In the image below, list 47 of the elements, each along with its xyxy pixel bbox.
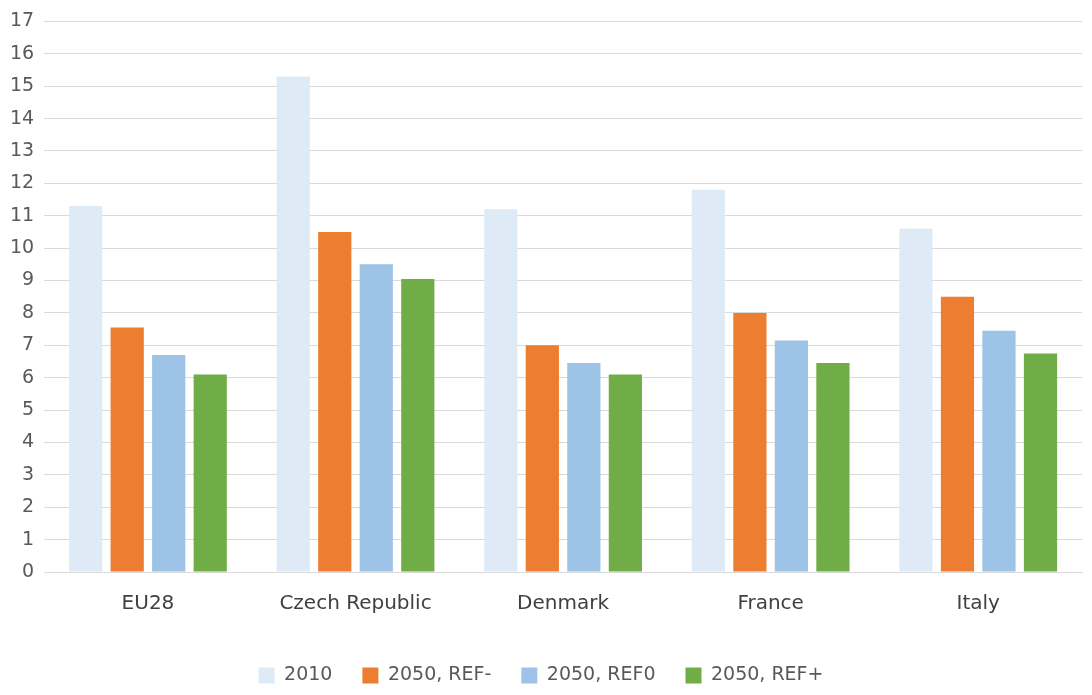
y-tick-label: 2 [22, 494, 35, 517]
bar [110, 327, 144, 572]
y-tick-label: 13 [9, 137, 35, 160]
bar [733, 312, 767, 572]
bar [318, 231, 352, 572]
bar [774, 340, 809, 572]
bar [982, 330, 1016, 572]
bar [1023, 353, 1058, 572]
bar [401, 278, 435, 572]
legend-label: 2050, REF+ [710, 662, 824, 685]
y-tick-label: 0 [22, 558, 35, 581]
y-tick-label: 6 [22, 364, 35, 387]
y-tick-label: 15 [9, 73, 35, 96]
bar [608, 374, 642, 572]
legend-label: 2050, REF0 [546, 662, 656, 685]
bar [276, 76, 310, 572]
y-tick-label: 4 [22, 429, 35, 452]
y-tick-label: 17 [9, 8, 35, 31]
bar [525, 345, 559, 572]
y-tick-label: 11 [9, 202, 35, 225]
x-tick-label: Italy [956, 590, 1001, 615]
bar [816, 363, 850, 572]
bar [567, 363, 601, 572]
y-tick-label: 3 [22, 461, 35, 484]
bar [940, 296, 975, 572]
x-tick-label: Czech Republic [279, 590, 432, 615]
y-tick-label: 7 [22, 332, 35, 355]
y-tick-label: 16 [9, 40, 35, 63]
legend-label: 2050, REF- [387, 662, 492, 685]
x-tick-label: EU28 [121, 590, 175, 615]
x-tick-label: France [737, 590, 804, 615]
y-tick-label: 8 [22, 299, 35, 322]
x-tick-label: Denmark [517, 590, 610, 615]
bar [484, 209, 518, 572]
y-tick-label: 9 [22, 267, 35, 290]
bar [899, 228, 933, 572]
y-tick-label: 14 [9, 105, 35, 128]
y-tick-label: 12 [9, 170, 35, 193]
bar [193, 374, 227, 572]
bar [691, 189, 725, 572]
y-tick-label: 10 [9, 235, 35, 258]
y-tick-label: 5 [22, 397, 35, 419]
y-tick-label: 1 [22, 526, 35, 549]
legend-label: 2010 [284, 662, 333, 685]
bar [152, 355, 186, 572]
bar [359, 264, 393, 572]
bar [69, 206, 103, 572]
